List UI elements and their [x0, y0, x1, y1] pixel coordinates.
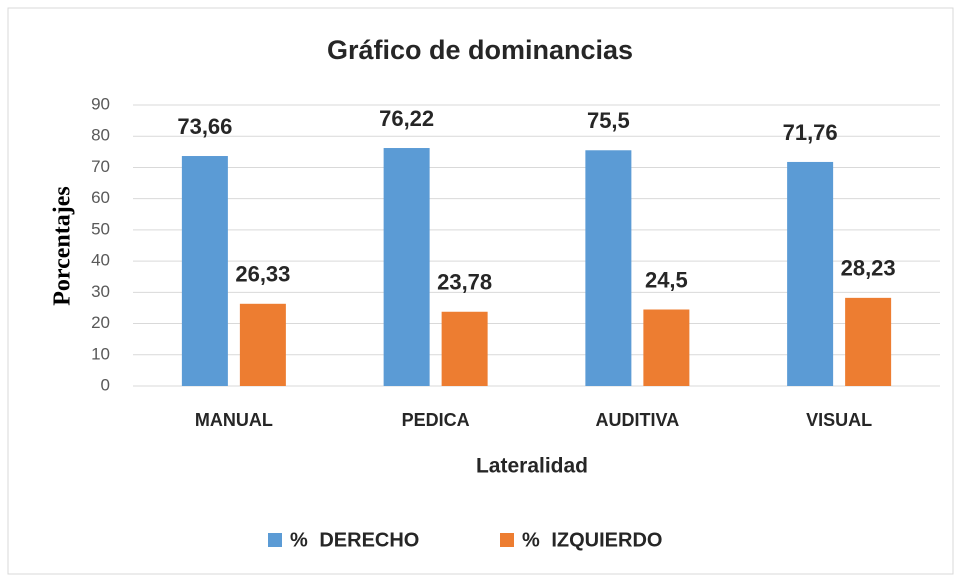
data-label: 23,78: [437, 270, 492, 295]
data-label: 76,22: [379, 106, 434, 131]
y-tick-label: 70: [91, 157, 110, 176]
y-tick-label: 80: [91, 126, 110, 145]
data-label: 24,5: [645, 267, 688, 292]
y-axis-label: Porcentajes: [50, 186, 76, 306]
y-tick-label: 10: [91, 344, 110, 363]
x-axis-label: Lateralidad: [476, 455, 588, 478]
data-label: 28,23: [841, 256, 896, 281]
bar: [383, 148, 430, 386]
data-label: 26,33: [235, 262, 290, 287]
y-tick-label: 20: [91, 313, 110, 332]
y-tick-label: 90: [91, 94, 110, 113]
data-label: 73,66: [177, 114, 232, 139]
legend-swatch: [268, 533, 282, 547]
data-label: 75,5: [587, 108, 630, 133]
legend-label: % DERECHO: [290, 529, 419, 551]
bar: [585, 150, 632, 386]
legend-label: % IZQUIERDO: [522, 529, 662, 551]
bar: [787, 161, 834, 386]
y-tick-label: 30: [91, 282, 110, 301]
bar: [181, 156, 228, 386]
x-tick-label: MANUAL: [195, 410, 273, 430]
legend-swatch: [500, 533, 514, 547]
y-tick-label: 0: [101, 375, 110, 394]
x-tick-label: VISUAL: [806, 410, 872, 430]
bar: [239, 303, 286, 386]
y-tick-label: 50: [91, 219, 110, 238]
x-tick-label: AUDITIVA: [596, 410, 680, 430]
bar: [441, 311, 488, 386]
bar: [643, 309, 690, 386]
data-label: 71,76: [783, 120, 838, 145]
x-tick-label: PEDICA: [402, 410, 470, 430]
y-tick-label: 40: [91, 251, 110, 270]
chart-title: Gráfico de dominancias: [327, 35, 633, 65]
y-tick-label: 60: [91, 188, 110, 207]
bar: [845, 297, 892, 386]
